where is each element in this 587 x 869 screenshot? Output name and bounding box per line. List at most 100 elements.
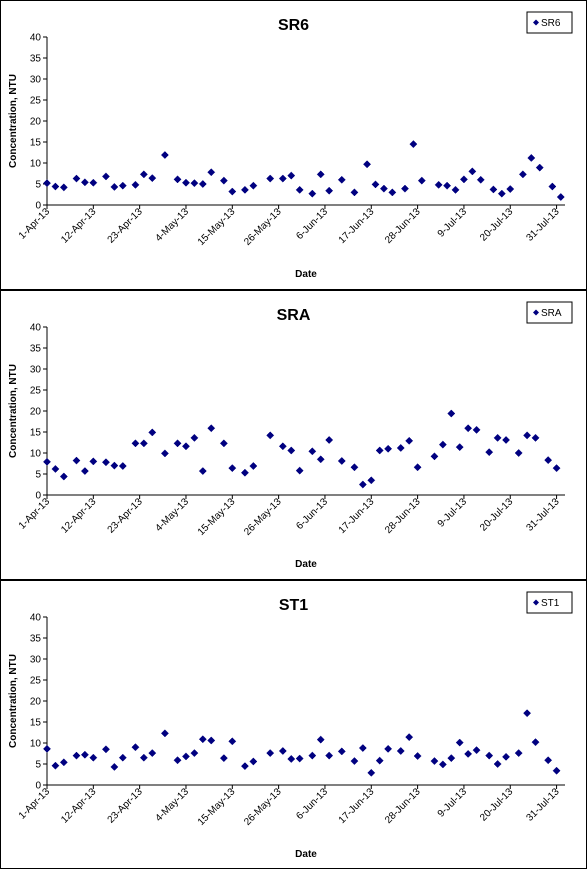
data-point-sra	[295, 466, 304, 475]
data-point-st1	[240, 762, 249, 771]
y-tick-label: 5	[35, 180, 41, 191]
data-point-sr6	[182, 178, 190, 187]
data-point-st1	[43, 744, 51, 753]
data-point-sr6	[476, 175, 485, 184]
data-point-sra	[89, 457, 98, 466]
legend-marker	[533, 599, 539, 606]
data-point-sr6	[518, 170, 527, 179]
x-axis-label: Date	[295, 849, 317, 860]
y-tick-label: 10	[30, 449, 42, 460]
y-tick-label: 5	[35, 470, 41, 481]
data-point-st1	[80, 750, 89, 759]
data-point-st1	[485, 751, 494, 760]
data-point-sra	[148, 428, 157, 437]
data-point-sra	[502, 436, 510, 444]
data-point-st1	[139, 753, 148, 762]
y-tick-label: 0	[35, 201, 41, 212]
data-point-sr6	[506, 185, 515, 193]
legend: ST1	[526, 591, 573, 614]
data-point-sra	[102, 458, 110, 467]
data-point-sr6	[451, 185, 460, 194]
data-point-sra	[375, 446, 384, 455]
data-point-sr6	[118, 181, 127, 190]
data-point-sra	[219, 439, 228, 448]
data-point-sr6	[535, 163, 544, 172]
data-point-sra	[413, 463, 422, 472]
data-point-st1	[89, 753, 98, 762]
data-point-sr6	[59, 183, 68, 192]
data-point-sr6	[102, 172, 110, 181]
data-point-st1	[514, 749, 523, 758]
data-point-sra	[464, 424, 473, 433]
data-point-st1	[396, 747, 405, 755]
data-point-st1	[552, 766, 561, 775]
data-point-sr6	[190, 179, 199, 188]
data-point-sr6	[160, 151, 169, 159]
data-point-sra	[59, 472, 68, 481]
data-point-sr6	[401, 184, 409, 193]
legend: SRA	[526, 301, 573, 324]
data-point-st1	[447, 754, 456, 763]
y-axis-label: Concentration, NTU	[8, 364, 19, 458]
data-point-st1	[455, 738, 464, 747]
data-point-sr6	[249, 181, 258, 190]
panel-frame	[0, 0, 587, 290]
data-point-sra	[51, 465, 60, 473]
y-tick-label: 25	[30, 676, 42, 687]
y-tick-label: 25	[30, 386, 42, 397]
y-tick-label: 30	[30, 655, 42, 666]
data-point-st1	[207, 736, 216, 745]
data-point-sra	[139, 439, 148, 448]
data-point-sr6	[388, 188, 397, 197]
data-point-sr6	[316, 170, 325, 179]
data-point-sra	[266, 431, 275, 440]
y-tick-label: 15	[30, 718, 42, 729]
data-point-sra	[240, 468, 249, 477]
x-axis-label: Date	[295, 269, 317, 280]
data-point-st1	[325, 751, 334, 760]
data-point-sra	[80, 467, 89, 476]
data-point-sra	[544, 456, 553, 465]
data-point-sr6	[417, 176, 426, 185]
data-point-sra	[384, 444, 393, 453]
data-point-st1	[350, 757, 359, 766]
data-point-st1	[464, 749, 473, 758]
y-tick-label: 20	[30, 117, 42, 128]
data-point-sr6	[110, 182, 119, 191]
data-point-sra	[325, 436, 334, 444]
data-point-sr6	[468, 167, 477, 176]
data-point-sr6	[308, 189, 317, 198]
data-point-st1	[278, 747, 287, 755]
legend-label: SR6	[541, 18, 561, 29]
legend-box	[526, 591, 573, 614]
data-point-sr6	[443, 181, 452, 190]
y-tick-label: 10	[30, 739, 42, 750]
data-point-st1	[438, 760, 447, 769]
data-point-sr6	[325, 186, 334, 195]
y-tick-label: 40	[30, 613, 42, 624]
data-point-sra	[447, 409, 456, 418]
y-tick-label: 10	[30, 159, 42, 170]
data-point-st1	[72, 751, 81, 760]
data-point-st1	[190, 749, 199, 758]
data-point-sra	[552, 464, 561, 473]
x-axis-label: Date	[295, 559, 317, 570]
data-point-sra	[531, 433, 540, 442]
chart-title: SRA	[277, 307, 311, 324]
y-tick-label: 35	[30, 634, 42, 645]
chart-title: ST1	[279, 597, 308, 614]
data-point-st1	[131, 743, 140, 752]
data-point-sra	[514, 449, 523, 457]
data-point-st1	[266, 749, 275, 758]
y-tick-label: 15	[30, 428, 42, 439]
data-point-st1	[102, 745, 110, 754]
y-tick-label: 15	[30, 138, 42, 149]
data-point-sra	[455, 443, 464, 452]
chart-title: SR6	[278, 17, 309, 34]
panel-frame	[0, 290, 587, 580]
legend-label: ST1	[541, 598, 560, 609]
y-tick-label: 0	[35, 491, 41, 502]
data-point-sr6	[548, 182, 557, 191]
